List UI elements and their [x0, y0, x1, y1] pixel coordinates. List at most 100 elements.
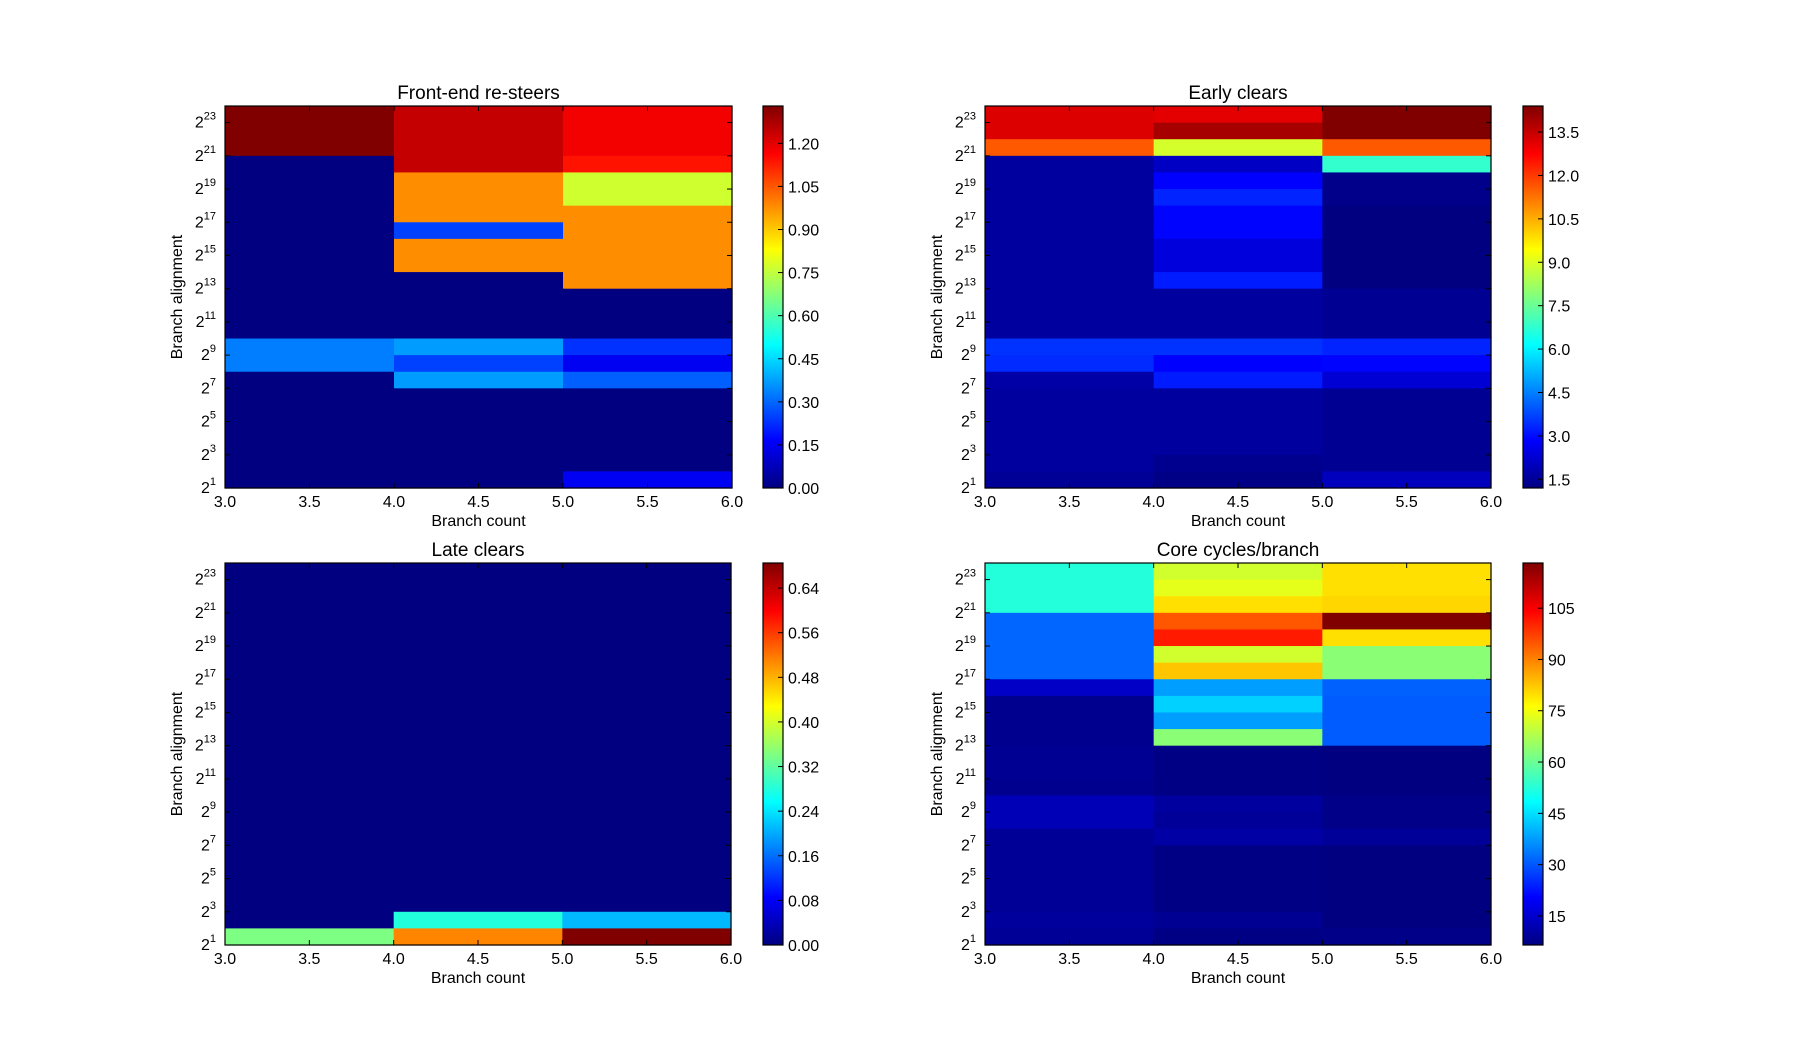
heatmap-cell	[225, 288, 395, 306]
y-tick-base: 2	[961, 904, 970, 921]
heatmap-cell	[394, 305, 564, 323]
heatmap-cell	[985, 421, 1155, 439]
heatmap-cell	[562, 712, 732, 730]
colorbar-tick-label: 105	[1548, 601, 1575, 618]
heatmap-cell	[562, 878, 732, 896]
heatmap-cell	[562, 596, 732, 614]
heatmap-cell	[563, 172, 733, 190]
colorbar-tick-label: 90	[1548, 652, 1566, 669]
y-tick-label: 211	[956, 310, 976, 331]
y-tick-base: 2	[961, 804, 970, 821]
heatmap-cell	[563, 205, 733, 223]
colorbar-tick-label: 15	[1548, 909, 1566, 926]
heatmap-cell	[225, 222, 395, 240]
heatmap-cell	[393, 695, 563, 714]
colorbar-tick-label: 75	[1548, 704, 1566, 721]
heatmap-cell	[393, 828, 563, 846]
y-tick-base: 2	[201, 347, 210, 364]
heatmap-cell	[1153, 421, 1323, 439]
x-tick-label: 3.5	[298, 494, 320, 511]
heatmap-cell	[393, 679, 563, 697]
y-tick-exponent: 9	[970, 343, 976, 355]
y-tick-label: 25	[961, 867, 976, 888]
colorbar-tick-label: 45	[1548, 806, 1566, 823]
heatmap-cell	[563, 155, 733, 174]
heatmap-cell	[225, 629, 395, 647]
colorbar-tick-label: 0.00	[788, 481, 819, 498]
heatmap-cell	[225, 878, 395, 896]
y-tick-exponent: 21	[964, 601, 976, 613]
subplot-title: Early clears	[1188, 83, 1287, 104]
heatmap-cell	[393, 563, 563, 581]
heatmap-cell	[393, 745, 563, 763]
heatmap-cell	[1322, 679, 1492, 697]
y-tick-exponent: 11	[205, 767, 216, 779]
heatmap-cell	[1153, 305, 1323, 323]
heatmap-cell	[562, 795, 732, 813]
y-tick-label: 213	[955, 734, 976, 755]
heatmap-cell	[1153, 861, 1323, 880]
heatmap-cell	[985, 629, 1155, 647]
y-tick-label: 21	[961, 933, 976, 954]
heatmap-cell	[225, 646, 395, 664]
heatmap-cell	[985, 255, 1155, 273]
y-tick-label: 221	[955, 144, 976, 165]
heatmap-cell	[985, 106, 1155, 124]
heatmap-cell	[985, 579, 1155, 597]
colorbar-tick-label: 0.40	[788, 715, 819, 732]
heatmap-cell	[1322, 421, 1492, 439]
colorbar-frame	[1522, 105, 1544, 489]
y-tick-exponent: 23	[204, 568, 216, 580]
y-tick-exponent: 13	[964, 277, 976, 289]
heatmap-cell	[1322, 288, 1492, 306]
y-tick-label: 25	[961, 410, 976, 431]
heatmap-cell	[985, 778, 1155, 797]
heatmap-cell	[1322, 795, 1492, 813]
heatmap-cell	[394, 471, 564, 489]
heatmap-cell	[1153, 454, 1323, 472]
heatmap-cell	[393, 579, 563, 597]
heatmap-cell	[1153, 404, 1323, 423]
x-tick-label: 5.0	[552, 494, 574, 511]
colorbar-tick-label: 0.15	[788, 438, 819, 455]
heatmap-cell	[393, 778, 563, 797]
heatmap-cell	[985, 861, 1155, 880]
heatmap-cell	[985, 338, 1155, 356]
y-tick-label: 215	[955, 243, 976, 264]
colorbar-tick-label: 1.05	[788, 179, 819, 196]
y-tick-exponent: 3	[970, 443, 976, 455]
heatmap-cell	[1153, 612, 1323, 631]
x-tick-label: 4.0	[1143, 951, 1165, 968]
heatmap-cell	[393, 861, 563, 880]
y-tick-base: 2	[955, 638, 964, 655]
heatmap-cell	[1153, 629, 1323, 647]
heatmap-cell	[562, 828, 732, 846]
heatmap-cell	[562, 579, 732, 597]
heatmap-cell	[393, 612, 563, 631]
y-tick-exponent: 3	[970, 900, 976, 912]
colorbar-tick-label: 0.64	[788, 581, 819, 598]
colorbar-tick-label: 0.75	[788, 266, 819, 283]
colorbar-tick-label: 6.0	[1548, 342, 1570, 359]
x-tick-label: 5.5	[1396, 951, 1418, 968]
heatmap-cell	[985, 845, 1155, 863]
y-tick-exponent: 5	[970, 867, 976, 879]
heatmap-cell	[225, 122, 395, 140]
y-tick-exponent: 1	[970, 476, 976, 488]
x-tick-label: 3.0	[974, 494, 996, 511]
x-axis-label: Branch count	[431, 970, 526, 987]
colorbar-tick-label: 10.5	[1548, 212, 1579, 229]
heatmap-cell	[985, 646, 1155, 664]
heatmap-cell	[1153, 321, 1323, 340]
heatmap-cell	[985, 596, 1155, 614]
x-tick-label: 4.5	[1227, 494, 1249, 511]
subplot-title: Late clears	[432, 540, 525, 561]
heatmap-cell	[562, 895, 732, 913]
y-tick-base: 2	[201, 380, 210, 397]
y-tick-label: 29	[201, 800, 216, 821]
heatmap-cell	[1322, 355, 1492, 373]
y-axis-label: Branch alignment	[169, 234, 186, 359]
x-tick-label: 3.0	[214, 951, 236, 968]
heatmap-cell	[225, 911, 395, 929]
